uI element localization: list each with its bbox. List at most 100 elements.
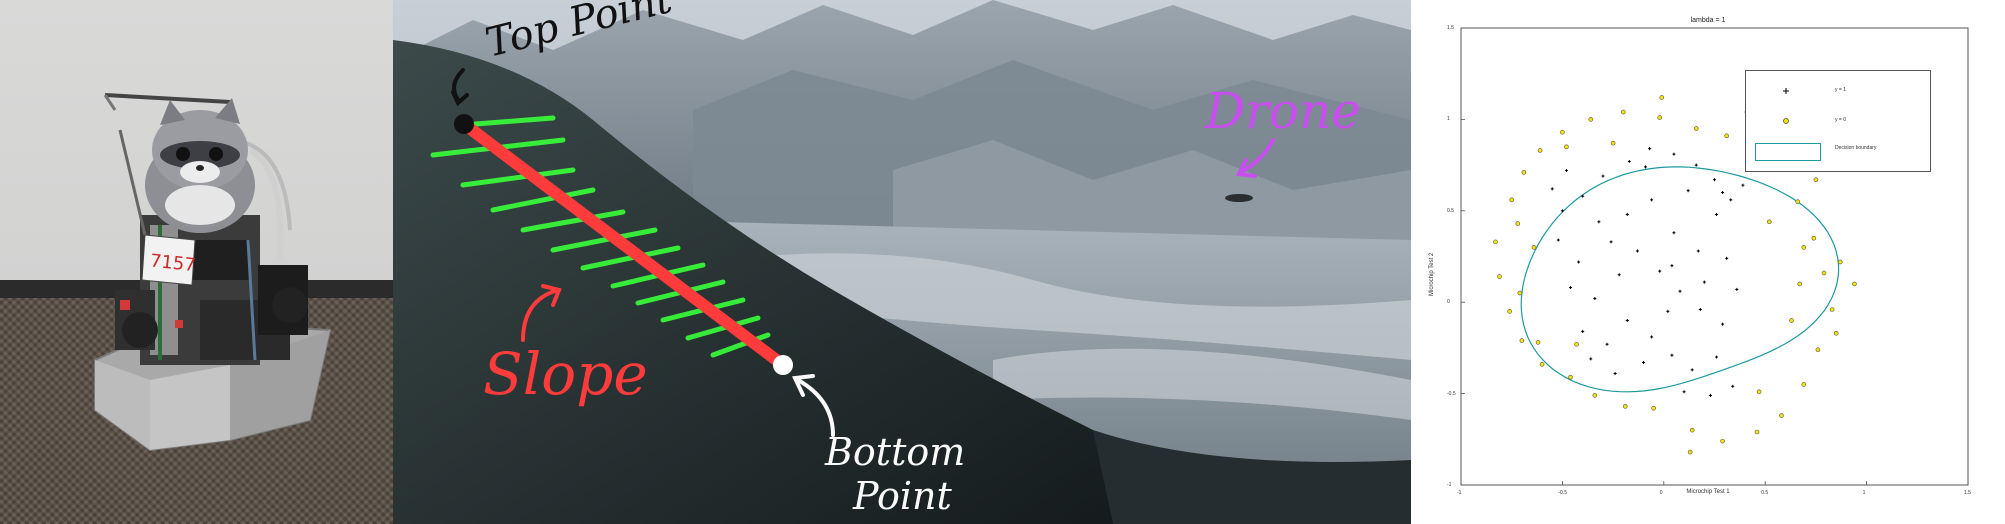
negative-point	[1693, 126, 1699, 131]
negative-point	[1521, 170, 1527, 175]
negative-point	[1515, 221, 1521, 226]
positive-point	[1589, 357, 1593, 361]
negative-point	[1651, 405, 1656, 411]
negative-point	[1657, 115, 1663, 120]
positive-point	[1670, 264, 1674, 268]
top-point-arrow	[451, 68, 469, 107]
negative-point	[1724, 133, 1729, 139]
legend-entry-boundary: Decision boundary	[1746, 139, 1930, 161]
bottom-point-arrow	[791, 374, 835, 437]
legend-entry-positive: y = 1	[1746, 81, 1930, 101]
negative-point	[1493, 239, 1498, 245]
positive-point	[1581, 194, 1585, 198]
negative-point	[1588, 117, 1594, 122]
positive-point	[1601, 174, 1605, 178]
x-tick-label: 1.5	[1964, 490, 1971, 496]
positive-point	[1672, 231, 1676, 235]
bottom-label: Bottom	[825, 430, 966, 474]
x-tick-label: -1	[1457, 490, 1462, 496]
legend-entry-negative: y = 0	[1746, 111, 1930, 131]
positive-point	[1581, 329, 1585, 333]
negative-point	[1507, 309, 1512, 314]
positive-point	[1715, 355, 1719, 359]
positive-point	[1605, 342, 1609, 346]
negative-point	[1568, 374, 1573, 380]
positive-point	[1625, 318, 1629, 322]
positive-point	[1627, 159, 1631, 163]
circle-marker-icon	[1783, 118, 1789, 124]
positive-point	[1708, 393, 1712, 397]
legend-label-positive: y = 1	[1835, 87, 1846, 93]
positive-point	[1609, 240, 1613, 244]
negative-point	[1535, 340, 1541, 345]
drone-arrow	[1235, 138, 1275, 178]
positive-point	[1642, 361, 1646, 365]
positive-point	[1577, 260, 1581, 264]
positive-point	[1721, 322, 1725, 326]
negative-point	[1592, 393, 1598, 398]
x-tick-label: 1	[1862, 490, 1866, 496]
x-tick-label: 0	[1659, 490, 1663, 496]
y-tick-label: -0.5	[1447, 390, 1456, 397]
negative-point	[1537, 148, 1543, 153]
positive-point	[1741, 183, 1745, 187]
negative-point	[1620, 109, 1626, 115]
negative-point	[1829, 307, 1835, 312]
positive-point	[1556, 238, 1560, 242]
positive-point	[1672, 152, 1676, 156]
negative-point	[1756, 389, 1762, 395]
bottom-point-marker	[773, 355, 793, 375]
positive-point	[1678, 289, 1682, 293]
team-number: 7157	[149, 250, 197, 276]
negative-point	[1801, 382, 1807, 387]
legend-label-boundary: Decision boundary	[1835, 145, 1877, 151]
terrain-render: Top Point Slope Bottom Point Drone	[393, 0, 1411, 524]
negative-point	[1852, 281, 1857, 287]
x-tick-label: -0.5	[1558, 490, 1568, 496]
drone-label: Drone	[1205, 82, 1361, 140]
negative-point	[1610, 140, 1616, 146]
negative-point	[1813, 177, 1819, 183]
positive-point	[1666, 309, 1670, 313]
negative-point	[1622, 404, 1628, 409]
positive-point	[1696, 249, 1700, 253]
positive-point	[1690, 368, 1694, 372]
negative-point	[1531, 245, 1537, 250]
negative-point	[1720, 438, 1725, 444]
slope-arrow	[521, 284, 562, 342]
robot-illustration: 7157	[94, 93, 332, 452]
positive-point	[1650, 198, 1654, 202]
positive-point	[1569, 286, 1573, 290]
x-axis-label: Microchip Test 1	[1686, 489, 1730, 495]
positive-point	[1686, 189, 1690, 193]
positive-point	[1658, 269, 1662, 273]
negative-point	[1821, 270, 1827, 276]
positive-point	[1635, 249, 1639, 253]
negative-point	[1837, 259, 1843, 265]
boundary-swatch	[1755, 143, 1821, 161]
x-tick-label: 0.5	[1761, 490, 1769, 496]
positive-point	[1735, 287, 1739, 291]
negative-point	[1539, 362, 1545, 367]
negative-point	[1509, 197, 1514, 203]
negative-point	[1795, 199, 1800, 204]
negative-point	[1519, 338, 1525, 343]
negative-point	[1574, 341, 1579, 347]
terrain-scene	[393, 0, 1411, 524]
negative-point	[1833, 330, 1839, 336]
legend-label-negative: y = 0	[1835, 117, 1846, 123]
robot-photo: 7157	[0, 0, 393, 524]
top-point-marker	[454, 114, 474, 134]
slope-line	[458, 118, 789, 371]
positive-point	[1650, 335, 1654, 339]
positive-point	[1648, 147, 1652, 151]
negative-point	[1560, 129, 1565, 135]
slope-label: Slope	[483, 340, 648, 408]
drone-icon	[1225, 194, 1253, 202]
negative-point	[1779, 413, 1784, 418]
negative-point	[1687, 449, 1693, 455]
positive-point	[1617, 273, 1621, 277]
positive-point	[1550, 187, 1554, 191]
positive-point	[1670, 353, 1674, 357]
positive-point	[1721, 191, 1725, 195]
